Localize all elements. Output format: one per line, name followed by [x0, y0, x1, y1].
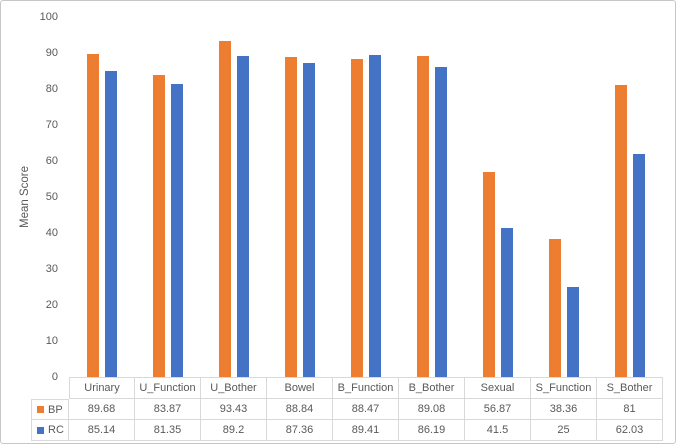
table-header-sexual: Sexual — [465, 377, 531, 399]
table-value-rc-b-bother: 86.19 — [399, 420, 465, 441]
bar-bp-u-bother — [219, 40, 231, 377]
table-header-b-function: B_Function — [333, 377, 399, 399]
y-tick-label-20: 20 — [45, 299, 58, 311]
legend-key-bp: BP — [31, 399, 69, 420]
plot-area — [69, 17, 663, 377]
bar-rc-s-bother — [633, 153, 645, 377]
category-group-bowel — [267, 17, 333, 377]
category-group-u-bother — [201, 17, 267, 377]
table-header-u-bother: U_Bother — [201, 377, 267, 399]
y-tick-label-50: 50 — [45, 191, 58, 203]
table-header-s-bother: S_Bother — [597, 377, 663, 399]
y-tick-label-90: 90 — [45, 47, 58, 59]
table-value-bp-b-function: 88.47 — [333, 399, 399, 420]
bar-bp-b-function — [351, 58, 363, 377]
y-tick-label-10: 10 — [45, 335, 58, 347]
bar-bp-s-function — [549, 238, 561, 377]
legend-key-rc: RC — [31, 420, 69, 441]
table-value-rc-b-function: 89.41 — [333, 420, 399, 441]
category-group-s-bother — [597, 17, 663, 377]
bar-rc-u-function — [171, 84, 183, 377]
table-value-rc-s-bother: 62.03 — [597, 420, 663, 441]
category-group-b-bother — [399, 17, 465, 377]
bar-rc-b-bother — [435, 66, 447, 377]
table-value-bp-u-bother: 93.43 — [201, 399, 267, 420]
bar-bp-bowel — [285, 57, 297, 377]
table-value-bp-s-bother: 81 — [597, 399, 663, 420]
table-header-b-bother: B_Bother — [399, 377, 465, 399]
bar-bp-urinary — [87, 54, 99, 377]
legend-label-bp: BP — [48, 403, 63, 416]
bar-rc-s-function — [567, 287, 579, 377]
table-value-rc-bowel: 87.36 — [267, 420, 333, 441]
legend-swatch-bp — [37, 406, 44, 413]
table-value-bp-b-bother: 89.08 — [399, 399, 465, 420]
table-value-bp-u-function: 83.87 — [135, 399, 201, 420]
bar-rc-bowel — [303, 62, 315, 377]
table-header-bowel: Bowel — [267, 377, 333, 399]
category-group-b-function — [333, 17, 399, 377]
table-value-bp-sexual: 56.87 — [465, 399, 531, 420]
table-value-bp-s-function: 38.36 — [531, 399, 597, 420]
table-value-rc-s-function: 25 — [531, 420, 597, 441]
table-header-urinary: Urinary — [69, 377, 135, 399]
y-tick-label-0: 0 — [51, 371, 58, 383]
table-value-rc-u-bother: 89.2 — [201, 420, 267, 441]
bar-rc-sexual — [501, 227, 513, 377]
bar-bp-sexual — [483, 172, 495, 377]
bar-bp-b-bother — [417, 56, 429, 377]
category-group-sexual — [465, 17, 531, 377]
table-value-rc-urinary: 85.14 — [69, 420, 135, 441]
category-group-s-function — [531, 17, 597, 377]
y-tick-label-100: 100 — [39, 11, 58, 23]
table-corner-spacer — [31, 377, 69, 399]
bar-rc-urinary — [105, 70, 117, 377]
y-tick-label-40: 40 — [45, 227, 58, 239]
data-table: Urinary U_Function U_Bother Bowel B_Function… — [31, 377, 663, 441]
table-value-bp-urinary: 89.68 — [69, 399, 135, 420]
table-header-u-function: U_Function — [135, 377, 201, 399]
table-value-rc-u-function: 81.35 — [135, 420, 201, 441]
y-tick-label-70: 70 — [45, 119, 58, 131]
category-group-urinary — [69, 17, 135, 377]
legend-label-rc: RC — [48, 424, 64, 436]
table-header-s-function: S_Function — [531, 377, 597, 399]
bar-rc-u-bother — [237, 55, 249, 377]
table-value-bp-bowel: 88.84 — [267, 399, 333, 420]
y-tick-label-30: 30 — [45, 263, 58, 275]
bar-bp-s-bother — [615, 85, 627, 377]
y-tick-label-80: 80 — [45, 83, 58, 95]
table-value-rc-sexual: 41.5 — [465, 420, 531, 441]
y-tick-label-60: 60 — [45, 155, 58, 167]
category-group-u-function — [135, 17, 201, 377]
bar-bp-u-function — [153, 75, 165, 377]
bar-rc-b-function — [369, 55, 381, 377]
legend-swatch-rc — [37, 426, 44, 434]
